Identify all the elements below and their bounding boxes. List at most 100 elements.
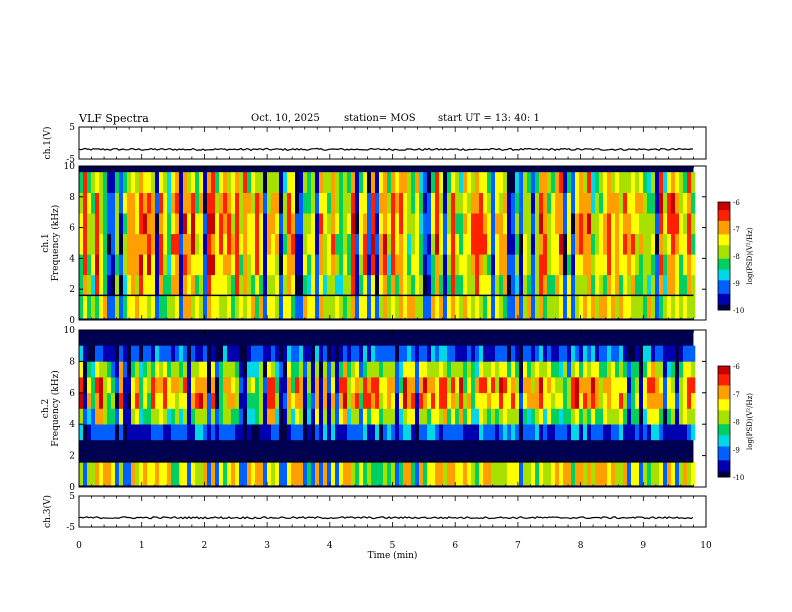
spectrogram-cell: [123, 295, 128, 319]
spectrogram-cell: [263, 408, 268, 425]
spectrogram-cell: [291, 408, 296, 425]
colorbar-segment: [718, 250, 730, 254]
spectrogram-cell: [587, 192, 592, 214]
spectrogram-cell: [587, 408, 592, 425]
spectrogram-cell: [515, 392, 520, 409]
spectrogram-cell: [187, 461, 192, 486]
spectrogram-cell: [263, 461, 268, 486]
spectrogram-cell: [455, 192, 460, 214]
spectrogram-cell: [603, 424, 608, 441]
spectrogram-cell: [119, 254, 124, 276]
spectrogram-cell: [371, 172, 376, 193]
spectrogram-cell: [679, 377, 684, 394]
spectrogram-cell: [267, 345, 272, 362]
spectrogram-cell: [471, 461, 476, 486]
spectrogram-cell: [655, 424, 660, 441]
spectrogram-cell: [443, 192, 448, 214]
spectrogram-cell: [427, 361, 432, 378]
spectrogram-cell: [155, 345, 160, 362]
spectrogram-cell: [539, 345, 544, 362]
spectrogram-cell: [571, 461, 576, 486]
spectrogram-cell: [475, 233, 480, 255]
spectrogram-cell: [563, 361, 568, 378]
spectrogram-cell: [539, 295, 544, 319]
ytick-label: 5: [69, 123, 75, 133]
spectrogram-cell: [243, 274, 248, 296]
spectrogram-cell: [235, 408, 240, 425]
spectrogram-cell: [115, 233, 120, 255]
spectrogram-cell: [231, 377, 236, 394]
spectrogram-cell: [199, 192, 204, 214]
spectrogram-cell: [671, 424, 676, 441]
spectrogram-cell: [95, 192, 100, 214]
spectrogram-cell: [687, 254, 692, 276]
spectrogram-cell: [615, 461, 620, 486]
spectrogram-cell: [403, 361, 408, 378]
spectrogram-cell: [491, 424, 496, 441]
spectrogram-cell: [687, 408, 692, 425]
spectrogram-cell: [479, 192, 484, 214]
spectrogram-cell: [227, 295, 232, 319]
spectrogram-cell: [375, 192, 380, 214]
spectrogram-cell: [403, 461, 408, 486]
spectrogram-cell: [603, 377, 608, 394]
spectrogram-cell: [131, 192, 136, 214]
spectrogram-cell: [159, 408, 164, 425]
spectrogram-cell: [399, 408, 404, 425]
spectrogram-cell: [619, 295, 624, 319]
spectrogram-cell: [427, 408, 432, 425]
spectrogram-cell: [643, 377, 648, 394]
spectrogram-cell: [507, 295, 512, 319]
spectrogram-cell: [287, 274, 292, 296]
spectrogram-cell: [515, 361, 520, 378]
spectrogram-cell: [563, 213, 568, 235]
spectrogram-cell: [255, 408, 260, 425]
spectrogram-cell: [299, 408, 304, 425]
spectrogram-cell: [619, 392, 624, 409]
spectrogram-cell: [667, 274, 672, 296]
spectrogram-cell: [135, 172, 140, 193]
spectrogram-cell: [535, 254, 540, 276]
spectrogram-cell: [195, 233, 200, 255]
spectrogram-cell: [655, 172, 660, 193]
spectrogram-cell: [143, 213, 148, 235]
spectrogram-cell: [651, 192, 656, 214]
spectrogram-cell: [123, 213, 128, 235]
spectrogram-cell: [427, 233, 432, 255]
spectrogram-cell: [187, 172, 192, 193]
spectrogram-cell: [355, 295, 360, 319]
colorbar-tick-label: -7: [733, 226, 740, 234]
spectrogram-cell: [195, 213, 200, 235]
spectrogram-cell: [167, 274, 172, 296]
spectrogram-cell: [675, 392, 680, 409]
spectrogram-cell: [583, 408, 588, 425]
spectrogram-cell: [543, 254, 548, 276]
spectrogram-cell: [119, 345, 124, 362]
spectrogram-cell: [691, 345, 696, 362]
spectrogram-cell: [351, 254, 356, 276]
spectrogram-cell: [135, 461, 140, 486]
spectrogram-cell: [115, 172, 120, 193]
spectrogram-cell: [591, 424, 596, 441]
spectrogram-cell: [79, 274, 84, 296]
spectrogram-cell: [467, 424, 472, 441]
spectrogram-cell: [355, 274, 360, 296]
spectrogram-cell: [263, 295, 268, 319]
spectrogram-cell: [387, 361, 392, 378]
colorbar-tick-label: -9: [733, 280, 740, 288]
spectrogram-cell: [119, 377, 124, 394]
spectrogram-cell: [87, 345, 92, 362]
spectrogram-cell: [411, 408, 416, 425]
spectrogram-cell: [587, 377, 592, 394]
spectrogram-cell: [171, 361, 176, 378]
spectrogram-cell: [203, 213, 208, 235]
spectrogram-cell: [111, 408, 116, 425]
spectrogram-cell: [603, 295, 608, 319]
spectrogram-cell: [123, 345, 128, 362]
spectrogram-cell: [547, 361, 552, 378]
spectrogram-cell: [619, 172, 624, 193]
spectrogram-cell: [151, 254, 156, 276]
spectrogram-cell: [651, 295, 656, 319]
spectrogram-cell: [507, 461, 512, 486]
spectrogram-cell: [111, 424, 116, 441]
